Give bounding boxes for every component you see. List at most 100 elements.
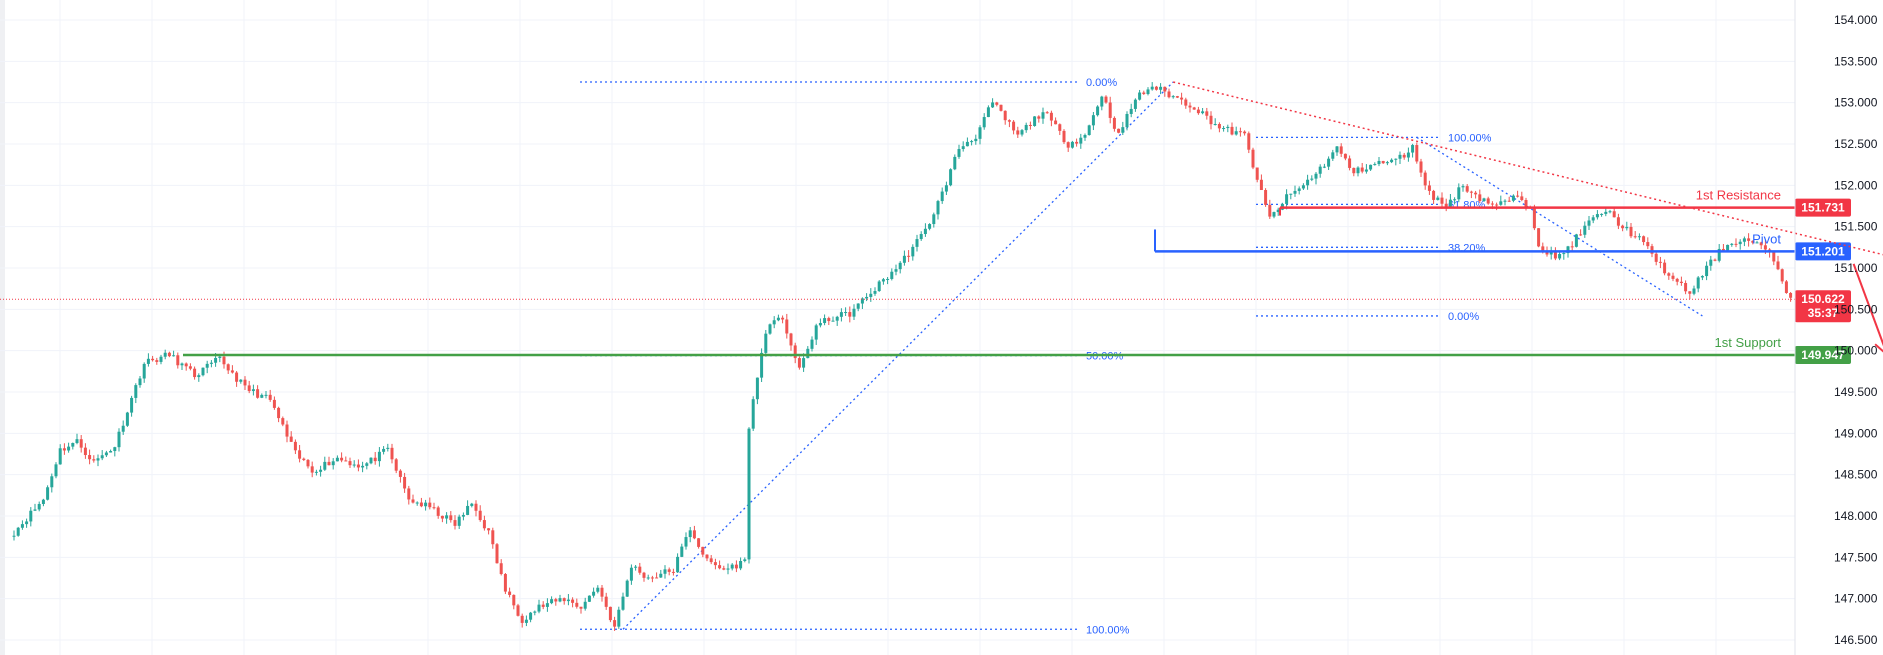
candle-down [1545,250,1549,255]
candle-down [1537,228,1541,247]
candle-up [214,357,218,363]
candle-up [688,530,692,538]
candle-up [1091,115,1095,126]
candle-up [1436,197,1440,200]
candle-up [37,503,41,510]
level-name-label: 1st Resistance [1696,188,1781,203]
candle-up [1335,146,1339,153]
candle-down [793,345,797,359]
key-levels[interactable]: 1st Resistance 151.731 Pivot 151.201 1st Sup… [0,188,1851,365]
candle-up [445,515,449,519]
candle-up [1730,243,1734,245]
level-name-label: 1st Support [1715,335,1782,350]
candle-up [739,561,743,569]
chart-drawings[interactable] [1173,81,1883,355]
candle-down [436,507,440,516]
fib-trend-line[interactable] [622,81,1174,630]
candle-down [1427,185,1431,191]
candle-up [726,568,730,570]
candle-up [1129,108,1133,114]
candle-down [495,544,499,564]
candle-down [638,566,642,573]
candle-up [1558,254,1562,259]
candle-down [1205,111,1209,116]
candle-up [772,320,776,325]
candle-up [1482,198,1486,201]
candle-up [1583,225,1587,235]
candle-up [113,447,117,452]
candle-down [268,394,272,400]
candle-up [961,146,965,150]
candle-down [1516,195,1520,197]
candle-up [197,375,201,378]
candle-up [965,141,969,147]
candle-down [692,530,696,539]
candle-up [680,546,684,557]
candle-down [722,568,726,570]
candle-up [949,169,953,186]
candle-up [365,463,369,466]
candle-up [550,599,554,604]
candle-down [407,488,411,500]
y-tick-label: 149.000 [1834,426,1878,440]
candle-up [1322,166,1326,168]
candle-up [957,149,961,157]
candle-down [1054,120,1058,125]
down-arrow-shaft[interactable] [1852,263,1883,355]
candle-up [932,214,936,225]
candle-down [1045,112,1049,114]
candle-down [1028,124,1032,126]
candle-down [1654,253,1658,262]
candle-down [222,356,226,365]
candle-down [79,439,83,448]
candle-up [831,320,835,322]
candle-down [281,418,285,425]
candle-up [852,308,856,317]
candle-up [583,601,587,609]
candle-up [1709,259,1713,266]
candle-up [587,595,591,602]
candle-up [46,487,50,500]
candle-down [272,399,276,408]
candle-up [1024,124,1028,131]
candle-down [1579,234,1583,236]
candle-down [734,564,738,569]
candle-down [1642,236,1646,243]
candle-down [373,457,377,462]
candle-up [524,619,528,623]
candle-down [1016,130,1020,135]
fib-level-label: 0.00% [1086,77,1117,89]
candle-down [1423,172,1427,186]
candle-down [1612,211,1616,218]
candle-up [659,573,663,578]
candle-down [579,606,583,609]
candle-up [1201,111,1205,114]
candle-down [789,333,793,346]
candle-up [533,611,537,613]
candle-down [155,360,159,362]
candle-up [415,502,419,504]
fib-trend-line[interactable] [1416,136,1703,317]
candle-down [1112,117,1116,129]
candle-up [1461,186,1465,188]
candle-up [974,138,978,142]
y-tick-label: 149.500 [1834,385,1878,399]
candle-down [1003,110,1007,121]
candle-up [377,451,381,462]
left-edge-strip [0,0,5,655]
candle-down [1751,240,1755,243]
candle-up [1213,124,1217,126]
candle-up [58,448,62,465]
candle-down [1486,198,1490,204]
down-arrow-head-icon[interactable] [1874,339,1883,355]
candle-down [1667,273,1671,276]
descending-trendline[interactable] [1173,81,1883,260]
candle-up [1121,127,1125,133]
candle-up [109,451,113,453]
candle-down [474,503,478,511]
candle-up [1755,242,1759,244]
candle-down [1721,248,1725,251]
candle-down [508,591,512,595]
price-axis[interactable]: 146.500 147.000 147.500 148.000 148.500 149.0… [1794,0,1878,655]
